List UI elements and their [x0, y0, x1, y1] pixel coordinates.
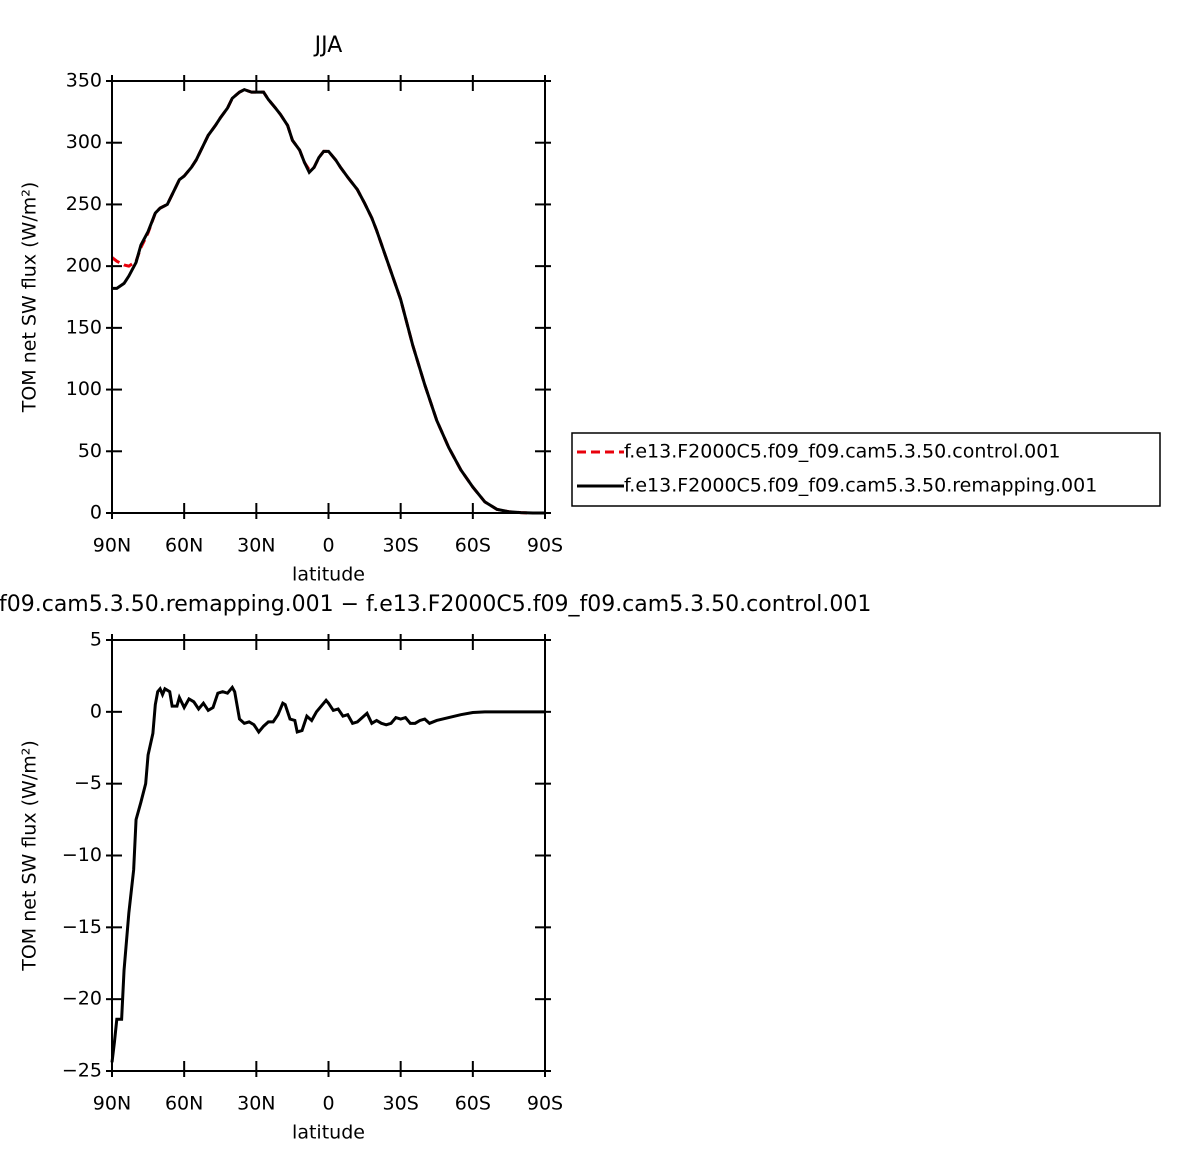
y-tick-label: 200: [66, 255, 102, 277]
x-tick-label: 60N: [165, 535, 203, 557]
y-tick-label: 300: [66, 131, 102, 153]
chart-title: JJA: [313, 33, 343, 58]
series-line: [110, 684, 545, 1063]
x-tick-label: 0: [322, 1093, 334, 1115]
plot-frame: [111, 80, 546, 514]
x-tick-label: 60S: [455, 1093, 491, 1115]
y-tick-label: 0: [90, 502, 102, 524]
legend-label: f.e13.F2000C5.f09_f09.cam5.3.50.remappin…: [624, 475, 1097, 497]
x-tick-label: 30N: [237, 535, 275, 557]
x-tick-label: 30N: [237, 1093, 275, 1115]
x-tick-label: 90S: [527, 1093, 563, 1115]
y-tick-label: 100: [66, 378, 102, 400]
plot-frame: [111, 639, 546, 1072]
x-tick-label: 60N: [165, 1093, 203, 1115]
chart-title: f.e13.F2000C5.f09_f09.cam5.3.50.remappin…: [0, 592, 871, 617]
x-axis-label: latitude: [292, 1122, 365, 1144]
y-tick-label: 0: [90, 700, 102, 722]
x-axis-label: latitude: [292, 564, 365, 586]
legend-box: [571, 432, 1161, 507]
y-tick-label: −5: [74, 772, 102, 794]
y-tick-label: 5: [90, 629, 102, 651]
x-tick-label: 0: [322, 535, 334, 557]
y-tick-label: −25: [62, 1060, 102, 1082]
x-tick-label: 30S: [383, 535, 419, 557]
y-tick-label: 250: [66, 193, 102, 215]
y-tick-label: −15: [62, 916, 102, 938]
y-tick-label: 50: [78, 440, 102, 462]
y-axis-label: TOM net SW flux (W/m²): [19, 182, 41, 414]
x-tick-label: 30S: [383, 1093, 419, 1115]
x-tick-label: 90N: [93, 1093, 131, 1115]
y-tick-label: 350: [66, 70, 102, 92]
series-line: [112, 88, 545, 515]
legend-label: f.e13.F2000C5.f09_f09.cam5.3.50.control.…: [624, 441, 1060, 463]
y-tick-label: 150: [66, 316, 102, 338]
y-axis-label: TOM net SW flux (W/m²): [19, 740, 41, 972]
y-tick-label: −20: [62, 988, 102, 1010]
x-tick-label: 60S: [455, 535, 491, 557]
x-tick-label: 90S: [527, 535, 563, 557]
y-tick-label: −10: [62, 844, 102, 866]
x-tick-label: 90N: [93, 535, 131, 557]
